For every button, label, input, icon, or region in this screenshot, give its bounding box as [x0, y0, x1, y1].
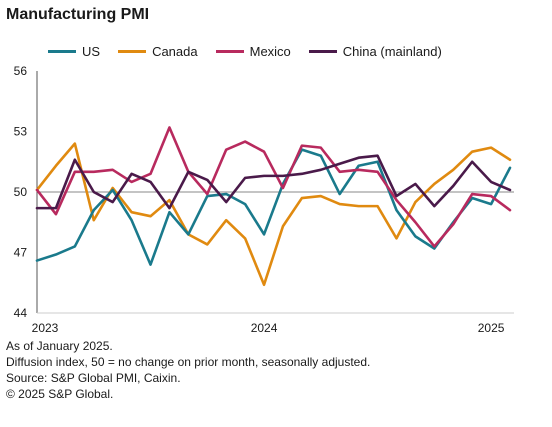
legend-swatch-canada: [118, 49, 147, 53]
footnote-source: Source: S&P Global PMI, Caixin.: [6, 371, 181, 385]
y-tick-label: 53: [14, 125, 28, 139]
legend-label-mexico: Mexico: [249, 43, 291, 59]
x-tick-label: 2024: [251, 321, 278, 335]
y-tick-label: 47: [14, 246, 28, 260]
footnotes: As of January 2025. Diffusion index, 50 …: [6, 338, 370, 402]
series-line-china-mainland: [35, 154, 512, 210]
legend-item-china: China (mainland): [308, 43, 442, 59]
chart-title: Manufacturing PMI: [6, 6, 150, 23]
legend-label-canada: Canada: [152, 43, 198, 59]
legend: US Canada Mexico China (mainland): [48, 42, 460, 60]
series-line-us: [35, 148, 512, 266]
footnote-definition: Diffusion index, 50 = no change on prior…: [6, 355, 371, 369]
legend-item-canada: Canada: [118, 44, 198, 59]
y-tick-label: 50: [14, 185, 28, 199]
x-tick-label: 2025: [478, 321, 505, 335]
footnote-as-of: As of January 2025.: [6, 339, 113, 353]
legend-item-mexico: Mexico: [215, 43, 291, 59]
series-line-mexico: [35, 126, 512, 248]
footnote-copyright: © 2025 S&P Global.: [6, 387, 114, 401]
legend-swatch-us: [48, 49, 76, 53]
legend-swatch-china: [308, 49, 337, 53]
y-tick-label: 44: [14, 306, 28, 320]
legend-label-us: US: [82, 43, 101, 59]
legend-swatch-mexico: [215, 49, 244, 53]
series-line-canada: [35, 142, 512, 287]
legend-label-china: China (mainland): [342, 43, 442, 59]
x-tick-label: 2023: [32, 321, 59, 335]
y-tick-label: 56: [14, 64, 28, 78]
legend-item-us: US: [48, 44, 100, 59]
